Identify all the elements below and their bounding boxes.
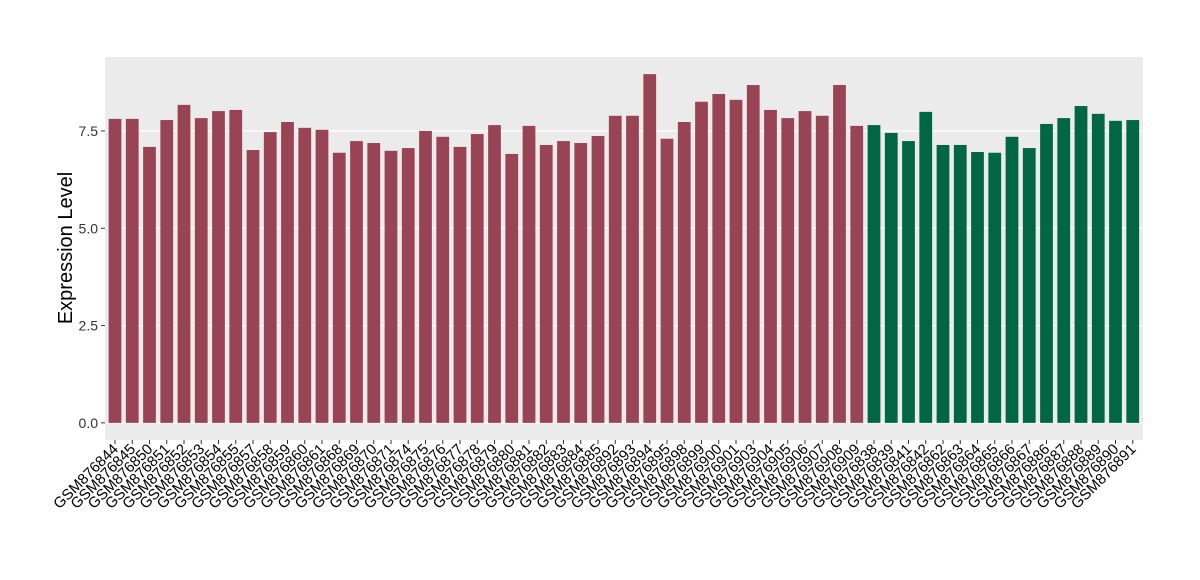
bar <box>953 144 967 423</box>
bar <box>367 143 381 423</box>
bar <box>401 148 415 423</box>
y-tick-label: 0.0 <box>79 415 99 431</box>
bar <box>574 143 588 423</box>
bar <box>988 152 1002 423</box>
bar <box>488 125 501 423</box>
bar <box>212 111 225 423</box>
bar <box>1040 123 1053 423</box>
y-tick-label: 2.5 <box>79 318 99 334</box>
bar <box>177 104 191 423</box>
bar <box>160 120 174 423</box>
bar <box>884 132 898 423</box>
bar <box>298 127 312 423</box>
bar <box>1005 136 1019 423</box>
bar <box>608 115 622 423</box>
bar <box>798 111 812 423</box>
bar <box>263 132 277 423</box>
bar <box>919 111 933 423</box>
bar <box>591 136 605 423</box>
bar <box>436 136 450 423</box>
bar <box>470 134 484 423</box>
bar <box>332 152 346 423</box>
bar <box>833 85 846 423</box>
bar <box>867 125 881 423</box>
bar <box>746 85 760 423</box>
bar <box>315 129 329 423</box>
bar <box>626 115 639 423</box>
bar <box>125 118 139 423</box>
bar <box>729 99 743 423</box>
bar <box>246 150 260 423</box>
bar <box>419 130 432 423</box>
bar <box>764 109 777 423</box>
bar <box>1091 113 1105 423</box>
bar <box>902 141 915 423</box>
bar <box>229 109 243 423</box>
bar <box>281 122 294 423</box>
bar <box>194 118 208 423</box>
bar <box>1126 120 1140 423</box>
y-tick-label: 7.5 <box>79 123 99 139</box>
bar <box>1109 120 1122 423</box>
bar <box>1074 106 1088 423</box>
bar <box>971 151 984 423</box>
bar <box>695 101 708 423</box>
bar <box>384 150 398 423</box>
bar <box>643 74 657 423</box>
bar <box>505 153 519 423</box>
panel <box>105 57 1143 440</box>
bar <box>539 144 553 423</box>
bar <box>936 144 950 423</box>
bar <box>557 141 570 423</box>
y-tick-label: 5.0 <box>79 220 99 236</box>
y-axis-title: Expression Level <box>55 172 77 324</box>
bar <box>677 122 691 423</box>
bar <box>815 115 829 423</box>
bar <box>850 125 864 423</box>
bar <box>143 146 156 423</box>
bar <box>1022 148 1036 423</box>
bar <box>108 118 122 423</box>
bar <box>1057 118 1071 423</box>
bar <box>660 138 674 423</box>
bar <box>712 93 726 423</box>
bar <box>522 125 536 423</box>
bar <box>453 146 467 423</box>
bar <box>781 118 795 423</box>
bar <box>350 141 363 423</box>
